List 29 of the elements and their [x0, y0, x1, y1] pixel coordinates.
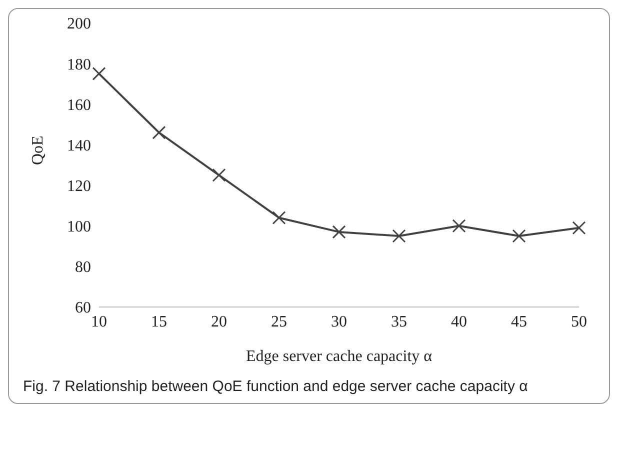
- y-tick-label: 160: [67, 96, 91, 114]
- x-tick-label: 50: [571, 313, 587, 330]
- x-axis-title: Edge server cache capacity α: [246, 348, 433, 365]
- point: [392, 229, 406, 243]
- point: [452, 219, 466, 233]
- point: [212, 168, 226, 182]
- x-tick-label: 20: [211, 313, 227, 330]
- point: [572, 221, 586, 235]
- y-tick-label: 180: [67, 56, 91, 74]
- point: [512, 229, 526, 243]
- x-tick-label: 35: [391, 313, 407, 330]
- y-tick-label: 140: [67, 137, 91, 154]
- caption: Fig. 7 Relationship between QoE function and edge server cache capacity α: [22, 377, 529, 397]
- point: [92, 66, 106, 80]
- x-tick-label: 15: [151, 313, 167, 330]
- x-tick-label: 10: [91, 313, 107, 330]
- point: [332, 225, 346, 239]
- x-tick-label: 40: [451, 313, 467, 330]
- y-tick-label: 80: [75, 259, 91, 276]
- x-tick-label: 30: [331, 313, 347, 330]
- y-axis-title: QoE: [30, 136, 47, 165]
- y-tick-label: 120: [67, 178, 91, 195]
- x-tick-label: 45: [511, 313, 527, 330]
- x-tick-label: 25: [271, 313, 287, 330]
- y-tick-label: 60: [75, 300, 91, 317]
- y-tick-label: 100: [67, 218, 91, 236]
- point: [152, 126, 166, 140]
- point: [272, 210, 286, 224]
- y-tick-label: 200: [67, 16, 91, 33]
